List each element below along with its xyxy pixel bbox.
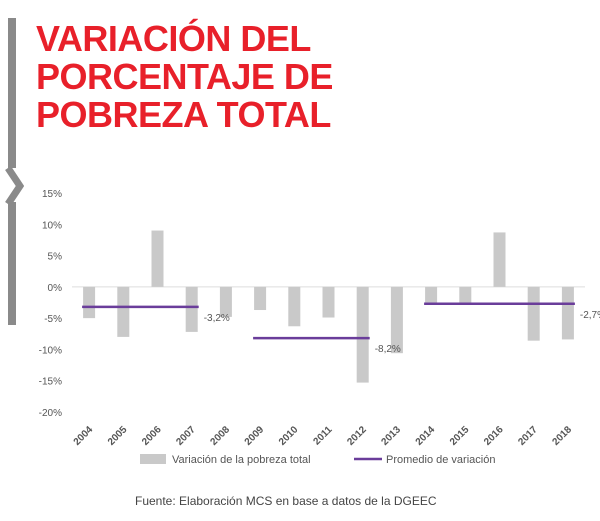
x-tick-label: 2011	[311, 424, 334, 447]
chevron-right-icon	[5, 166, 24, 206]
bar	[254, 286, 267, 311]
x-tick-label: 2018	[551, 424, 575, 448]
x-tick-label: 2013	[380, 424, 404, 448]
title-line-1: VARIACIÓN DEL	[36, 18, 311, 59]
bar	[151, 230, 164, 287]
legend-swatch-bars	[140, 454, 166, 464]
x-tick-label: 2016	[482, 424, 506, 448]
bar	[219, 286, 232, 317]
y-tick-label: -15%	[39, 377, 62, 388]
x-tick-label: 2015	[448, 424, 472, 448]
x-tick-label: 2012	[345, 424, 369, 448]
bar	[390, 286, 403, 354]
title-line-3: POBREZA TOTAL	[36, 94, 331, 135]
legend-label-average: Promedio de variación	[386, 454, 495, 466]
average-label: -8,2%	[375, 344, 401, 355]
x-tick-label: 2007	[174, 424, 198, 448]
side-accent-bar-top	[8, 18, 16, 168]
bar	[322, 286, 335, 318]
bar	[83, 286, 96, 319]
bar	[493, 232, 506, 287]
x-tick-label: 2006	[140, 424, 164, 448]
source-note: Fuente: Elaboración MCS en base a datos …	[135, 494, 437, 508]
x-tick-label: 2014	[414, 424, 438, 448]
y-tick-label: 10%	[42, 220, 62, 231]
y-tick-label: -10%	[39, 345, 62, 356]
bar	[185, 286, 198, 332]
bar	[288, 286, 301, 327]
x-tick-label: 2009	[243, 424, 267, 448]
average-label: -3,2%	[204, 313, 230, 324]
y-tick-label: -5%	[44, 314, 62, 325]
x-tick-label: 2005	[106, 424, 130, 448]
bar	[561, 286, 574, 340]
y-tick-label: 5%	[48, 252, 63, 263]
bar	[425, 286, 438, 304]
x-tick-label: 2017	[516, 424, 540, 448]
title-line-2: PORCENTAJE DE	[36, 56, 333, 97]
x-tick-label: 2008	[209, 424, 233, 448]
y-tick-label: -20%	[39, 408, 62, 419]
y-tick-label: 0%	[48, 283, 63, 294]
bar	[356, 286, 369, 383]
side-accent-bar-bottom	[8, 202, 16, 325]
x-tick-label: 2010	[277, 424, 301, 448]
x-tick-label: 2004	[72, 424, 96, 448]
bar-chart: 15% 10% 5% 0% -5% -10% -15% -20% 2004 2005 2006 200…	[39, 189, 600, 466]
bar	[459, 286, 472, 303]
bar	[117, 286, 130, 337]
bar	[527, 286, 540, 341]
average-label: -2,7%	[580, 310, 600, 321]
legend-label-bars: Variación de la pobreza total	[172, 454, 311, 466]
y-tick-label: 15%	[42, 189, 62, 200]
page-title: VARIACIÓN DEL PORCENTAJE DE POBREZA TOTA…	[36, 20, 576, 134]
